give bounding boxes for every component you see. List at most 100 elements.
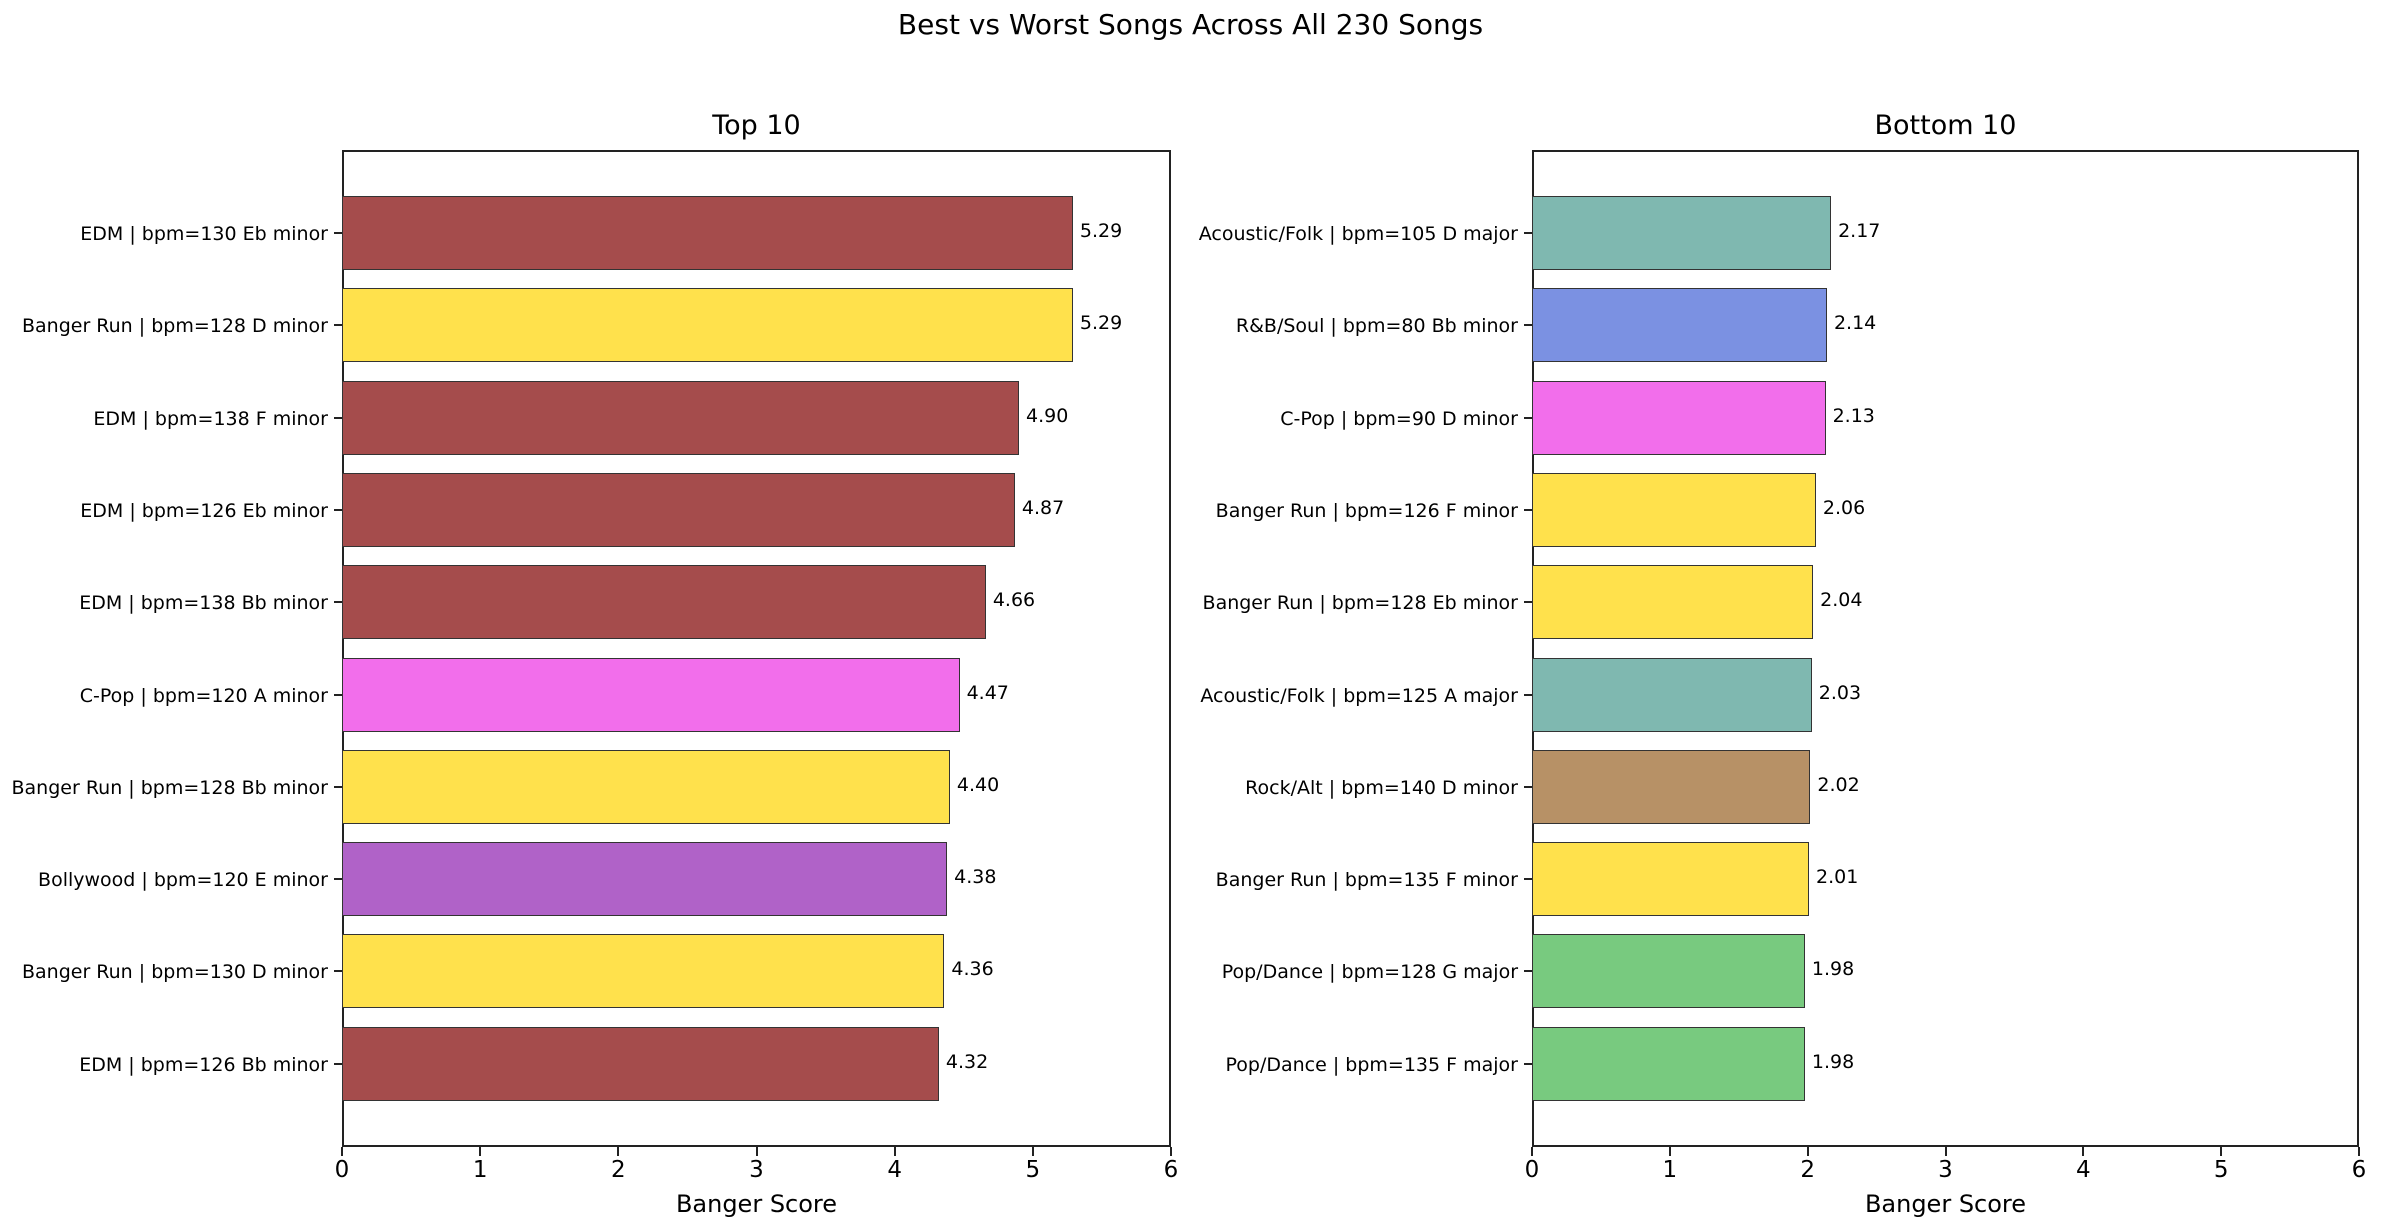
y-tick bbox=[1524, 601, 1532, 604]
x-tick bbox=[2358, 1147, 2360, 1156]
x-tick-label: 1 bbox=[1662, 1157, 1678, 1183]
y-tick-label: Rock/Alt | bpm=140 D minor bbox=[1245, 776, 1518, 799]
bar bbox=[342, 1026, 939, 1101]
y-tick-label: EDM | bpm=138 F minor bbox=[93, 407, 328, 430]
y-tick bbox=[1524, 878, 1532, 881]
x-tick bbox=[1031, 1147, 1034, 1156]
bar-value-label: 4.32 bbox=[945, 1050, 989, 1073]
bar-value-label: 1.98 bbox=[1811, 1050, 1855, 1073]
bar-value-label: 4.36 bbox=[951, 958, 994, 981]
x-tick bbox=[1170, 1147, 1172, 1156]
x-tick bbox=[893, 1147, 896, 1156]
bar bbox=[342, 380, 1020, 455]
y-tick-label: Pop/Dance | bpm=135 F major bbox=[1225, 1053, 1519, 1076]
y-tick bbox=[334, 416, 342, 419]
x-tick-label: 5 bbox=[1025, 1157, 1041, 1183]
bottom-10-title: Bottom 10 bbox=[1874, 110, 2017, 141]
bar-value-label: 1.98 bbox=[1811, 958, 1855, 981]
x-tick-label: 4 bbox=[2076, 1157, 2091, 1183]
bar bbox=[342, 842, 948, 917]
bar-value-label: 4.47 bbox=[966, 681, 1009, 704]
y-tick-label: Banger Run | bpm=135 F minor bbox=[1215, 869, 1518, 892]
bar bbox=[1532, 380, 1826, 455]
y-tick bbox=[334, 508, 342, 511]
bar-value-label: 2.13 bbox=[1832, 404, 1875, 427]
x-tick bbox=[617, 1147, 620, 1156]
y-tick bbox=[334, 601, 342, 604]
y-tick bbox=[334, 693, 342, 696]
bar bbox=[342, 657, 960, 732]
bar-value-label: 4.66 bbox=[992, 589, 1036, 612]
x-tick bbox=[341, 1147, 343, 1156]
x-tick-label: 3 bbox=[1938, 1157, 1953, 1183]
top-10-x-axis-label: Banger Score bbox=[675, 1190, 838, 1218]
bar bbox=[1532, 842, 1810, 917]
y-tick-label: Pop/Dance | bpm=128 G major bbox=[1221, 961, 1518, 984]
x-tick-label: 6 bbox=[2351, 1157, 2367, 1183]
x-tick-label: 0 bbox=[1524, 1157, 1540, 1183]
y-tick bbox=[1524, 508, 1532, 511]
y-tick bbox=[1524, 416, 1532, 419]
bar-value-label: 4.38 bbox=[954, 866, 997, 889]
y-tick-label: Banger Run | bpm=128 D minor bbox=[21, 315, 328, 338]
bar bbox=[1532, 749, 1811, 824]
y-tick-label: Acoustic/Folk | bpm=105 D major bbox=[1198, 223, 1518, 245]
bar bbox=[342, 472, 1015, 547]
bar bbox=[1532, 288, 1827, 363]
y-tick-label: Acoustic/Folk | bpm=125 A major bbox=[1200, 684, 1518, 707]
y-tick-label: Banger Run | bpm=126 F minor bbox=[1215, 499, 1518, 522]
bar-value-label: 2.14 bbox=[1833, 312, 1877, 335]
x-tick bbox=[2220, 1147, 2223, 1156]
x-tick-label: 5 bbox=[2213, 1157, 2229, 1183]
x-tick bbox=[1944, 1147, 1947, 1156]
y-tick bbox=[1524, 1062, 1532, 1065]
y-tick-label: EDM | bpm=130 Eb minor bbox=[80, 223, 328, 245]
y-tick-label: Banger Run | bpm=128 Bb minor bbox=[11, 776, 329, 799]
bar bbox=[342, 934, 945, 1009]
bar bbox=[342, 196, 1073, 270]
y-tick bbox=[1524, 785, 1532, 788]
bar-value-label: 2.01 bbox=[1816, 866, 1859, 889]
figure-title: Best vs Worst Songs Across All 230 Songs bbox=[897, 8, 1484, 41]
y-tick bbox=[1524, 324, 1532, 327]
y-tick bbox=[334, 324, 342, 327]
x-tick-label: 2 bbox=[611, 1157, 626, 1183]
top-10-axes bbox=[342, 150, 1171, 1147]
bar-value-label: 2.03 bbox=[1818, 681, 1862, 704]
bottom-10-x-axis-label: Banger Score bbox=[1864, 1190, 2027, 1218]
bar bbox=[342, 749, 950, 824]
bottom-10-axes bbox=[1532, 150, 2359, 1147]
bar-value-label: 5.29 bbox=[1079, 312, 1123, 335]
bar-value-label: 4.87 bbox=[1021, 496, 1065, 519]
bar bbox=[1532, 934, 1805, 1009]
x-tick bbox=[1531, 1147, 1533, 1156]
bar-value-label: 2.17 bbox=[1838, 220, 1881, 242]
x-tick-label: 6 bbox=[1163, 1157, 1179, 1183]
x-tick bbox=[1806, 1147, 1809, 1156]
bar bbox=[1532, 196, 1832, 270]
top-10-title: Top 10 bbox=[712, 110, 801, 141]
y-tick-label: EDM | bpm=126 Bb minor bbox=[79, 1053, 328, 1076]
y-tick-label: C-Pop | bpm=120 A minor bbox=[79, 684, 328, 707]
bar-value-label: 4.90 bbox=[1026, 404, 1069, 427]
y-tick-label: EDM | bpm=138 Bb minor bbox=[79, 592, 328, 615]
y-tick bbox=[334, 970, 342, 973]
y-tick-label: EDM | bpm=126 Eb minor bbox=[80, 499, 328, 522]
y-tick-label: Banger Run | bpm=130 D minor bbox=[21, 961, 328, 984]
y-tick-label: Banger Run | bpm=128 Eb minor bbox=[1202, 592, 1518, 615]
x-tick bbox=[479, 1147, 482, 1156]
x-tick-label: 2 bbox=[1800, 1157, 1815, 1183]
y-tick-label: Bollywood | bpm=120 E minor bbox=[38, 869, 328, 892]
bar bbox=[1532, 657, 1812, 732]
x-tick-label: 3 bbox=[749, 1157, 764, 1183]
x-tick-label: 4 bbox=[887, 1157, 902, 1183]
bar bbox=[1532, 1026, 1805, 1101]
bar bbox=[1532, 565, 1814, 640]
y-tick bbox=[1524, 970, 1532, 973]
y-tick bbox=[334, 785, 342, 788]
x-tick-label: 0 bbox=[334, 1157, 350, 1183]
y-tick bbox=[334, 1062, 342, 1065]
x-tick bbox=[2082, 1147, 2085, 1156]
bar-value-label: 4.40 bbox=[956, 773, 1000, 796]
x-tick bbox=[755, 1147, 758, 1156]
